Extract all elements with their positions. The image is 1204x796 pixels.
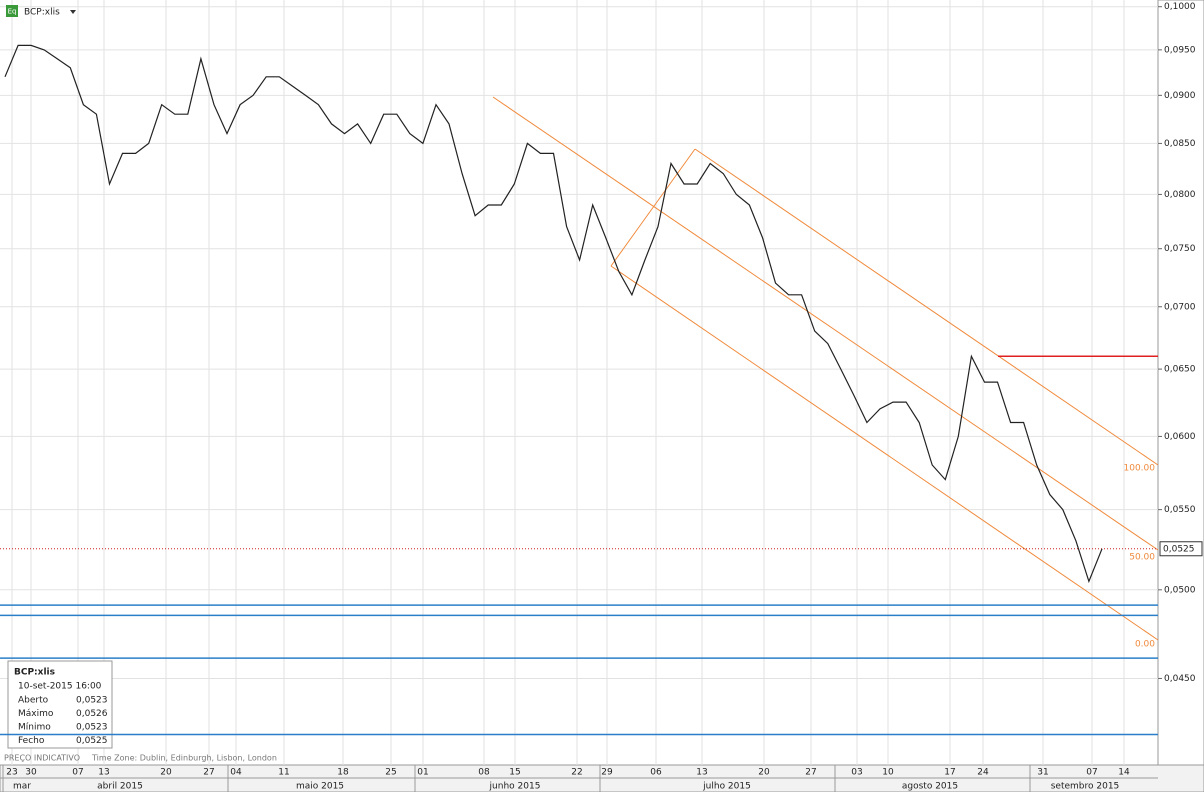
x-tick-label: 20 (160, 768, 172, 778)
channel-upper (694, 148, 1159, 466)
x-tick-label: 04 (230, 768, 242, 778)
info-value: 0,0523 (76, 723, 108, 733)
y-tick-label: 0,0900 (1164, 91, 1196, 101)
channel-connector (610, 148, 696, 267)
x-tick-label: 07 (72, 768, 83, 778)
month-label: setembro 2015 (1051, 782, 1120, 792)
info-title: BCP:xlis (14, 668, 55, 678)
x-tick-label: 13 (696, 768, 707, 778)
x-tick-label: 22 (571, 768, 582, 778)
y-tick-label: 0,1000 (1164, 2, 1196, 12)
info-rows: Aberto 0,0523 Máximo 0,0526 Mínimo 0,0523 Fech… (18, 696, 108, 747)
last-price-box (1159, 541, 1203, 557)
month-label: maio 2015 (296, 782, 344, 792)
x-tick-label: 17 (944, 768, 955, 778)
y-tick-label: 0,0850 (1164, 139, 1196, 149)
month-label: abril 2015 (97, 782, 143, 792)
plot (0, 0, 1158, 765)
y-tick-label: 0,0800 (1164, 190, 1196, 200)
dropdown-arrow[interactable] (70, 10, 76, 14)
x-tick-label: 15 (509, 768, 520, 778)
fib-label: 0.00 (1135, 640, 1155, 650)
x-tick-label: 11 (278, 768, 289, 778)
y-tick-label: 0,0950 (1164, 45, 1196, 55)
x-tick-label: 27 (805, 768, 816, 778)
price-line (4, 44, 1103, 584)
info-label: Fecho (18, 736, 45, 746)
info-label: Aberto (18, 696, 49, 706)
info-value: 0,0525 (76, 736, 108, 746)
x-tick-label: 07 (1086, 768, 1097, 778)
x-tick-label: 23 (6, 768, 17, 778)
info-value: 0,0526 (76, 709, 108, 719)
y-tick-label: 0,0550 (1164, 505, 1196, 515)
y-tick-label: 0,0650 (1164, 365, 1196, 375)
y-tick-label: 0,0750 (1164, 244, 1196, 254)
x-tick-label: 14 (1118, 768, 1130, 778)
x-tick-label: 31 (1037, 768, 1048, 778)
fib-label: 50.00 (1129, 553, 1155, 563)
x-tick-label: 18 (337, 768, 349, 778)
x-tick-label: 29 (601, 768, 613, 778)
footer-source: PREÇO INDICATIVO (4, 754, 80, 763)
x-tick-label: 10 (882, 768, 894, 778)
x-tick-label: 25 (385, 768, 396, 778)
x-tick-label: 13 (98, 768, 109, 778)
info-value: 0,0523 (76, 696, 108, 706)
x-tick-label: 24 (977, 768, 989, 778)
y-tick-label: 0,0600 (1164, 432, 1196, 442)
month-label: mar (13, 782, 31, 792)
badge-text[interactable]: Eq (8, 8, 17, 16)
channel-drawing (492, 96, 1159, 641)
x-tick-label: 01 (417, 768, 428, 778)
month-label: junho 2015 (489, 782, 541, 792)
x-tick-label: 27 (203, 768, 214, 778)
footer-timezone: Time Zone: Dublin, Edinburgh, Lisbon, Lo… (91, 754, 277, 763)
info-box (7, 660, 113, 749)
info-label: Mínimo (18, 723, 51, 733)
month-label: julho 2015 (702, 782, 751, 792)
info-date: 10-set-2015 16:00 (18, 682, 102, 692)
x-tick-label: 30 (25, 768, 37, 778)
x-tick-label: 08 (478, 768, 490, 778)
fib-label: 100.00 (1124, 464, 1156, 474)
y-axis-panel (1157, 0, 1204, 766)
channel-lower (610, 265, 1159, 641)
info-label: Máximo (18, 709, 54, 719)
channel-middle (492, 96, 1159, 551)
y-tick-label: 0,0500 (1164, 585, 1196, 595)
x-tick-label: 03 (851, 768, 862, 778)
symbol[interactable]: BCP:xlis (24, 8, 60, 18)
y-tick-label: 0,0450 (1164, 674, 1196, 684)
x-tick-label: 20 (758, 768, 770, 778)
x-tick-label: 06 (650, 768, 662, 778)
last-price-label: 0,0525 (1163, 544, 1195, 554)
y-tick-label: 0,0700 (1164, 302, 1196, 312)
badge[interactable] (6, 5, 18, 17)
month-label: agosto 2015 (902, 782, 958, 792)
plot-area (0, 0, 1158, 765)
